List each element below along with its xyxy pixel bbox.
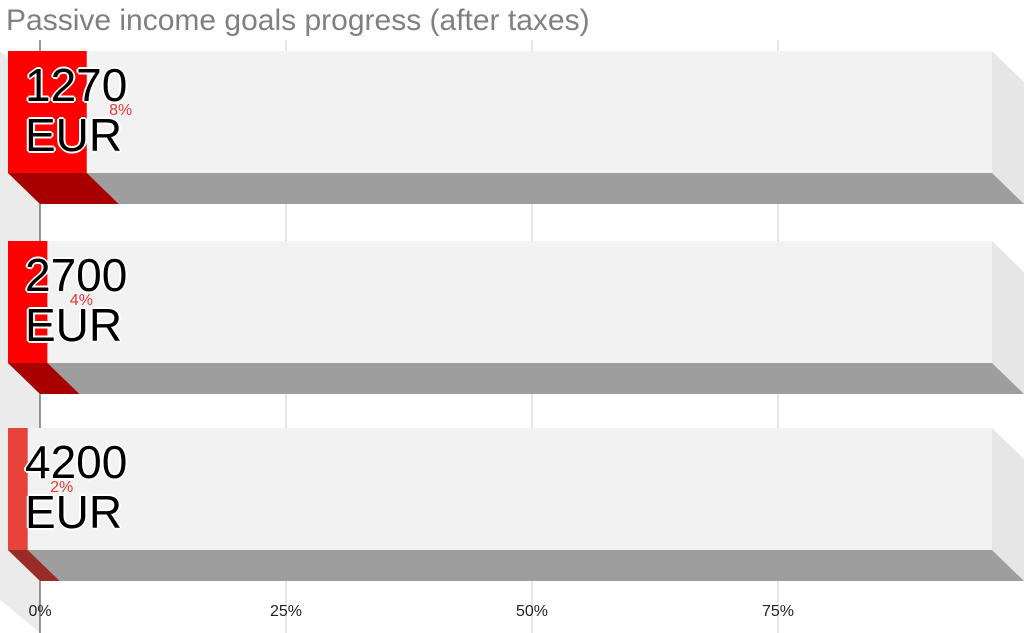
x-tick-label: 0%: [28, 603, 51, 620]
track-side: [992, 428, 1024, 581]
track-bottom: [8, 173, 1024, 204]
track-face: [8, 241, 992, 363]
category-label: 1270 EUR: [25, 59, 128, 161]
x-tick-label: 25%: [270, 603, 302, 620]
track-face: [8, 51, 992, 173]
x-tick-label: 75%: [762, 603, 794, 620]
chart-title: Passive income goals progress (after tax…: [6, 4, 590, 37]
category-label: 4200 EUR: [25, 436, 128, 538]
track-side: [992, 51, 1024, 204]
bar-bottom: [8, 363, 80, 394]
data-label: 8%: [109, 102, 132, 119]
bar-bottom: [8, 550, 60, 581]
bar: [8, 241, 48, 363]
x-tick-label: 50%: [516, 603, 548, 620]
bar: [8, 51, 87, 173]
track-bottom: [8, 363, 1024, 394]
track-side: [992, 241, 1024, 394]
category-label: 2700 EUR: [25, 249, 128, 351]
bar: [8, 428, 28, 550]
data-label: 4%: [70, 292, 93, 309]
track-bottom: [8, 550, 1024, 581]
data-label: 2%: [50, 479, 73, 496]
bar-bottom: [8, 173, 119, 204]
track-face: [8, 428, 992, 550]
